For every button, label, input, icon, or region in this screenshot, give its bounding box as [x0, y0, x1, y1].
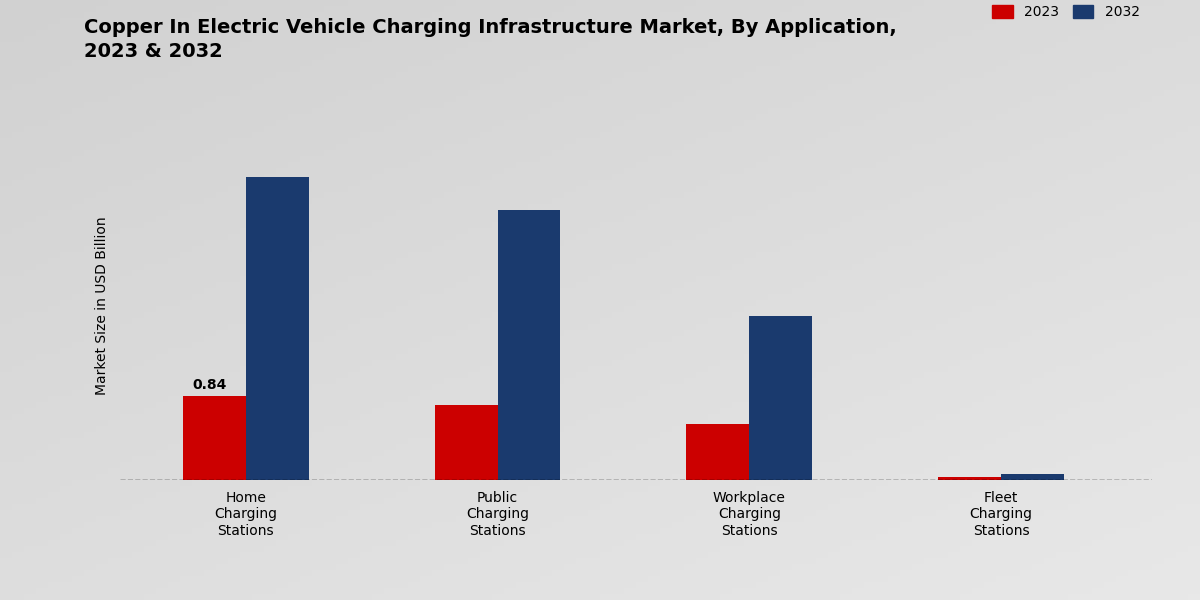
Text: Copper In Electric Vehicle Charging Infrastructure Market, By Application,
2023 : Copper In Electric Vehicle Charging Infr… [84, 18, 896, 61]
Legend: 2023, 2032: 2023, 2032 [986, 0, 1145, 25]
Text: 0.84: 0.84 [192, 377, 227, 392]
Bar [938, 477, 1001, 480]
Bar [498, 209, 560, 480]
Bar [1001, 474, 1064, 480]
Bar [686, 424, 749, 480]
Bar [246, 177, 308, 480]
Bar [749, 316, 812, 480]
Bar [434, 406, 498, 480]
Bar [182, 397, 246, 480]
Y-axis label: Market Size in USD Billion: Market Size in USD Billion [95, 217, 109, 395]
